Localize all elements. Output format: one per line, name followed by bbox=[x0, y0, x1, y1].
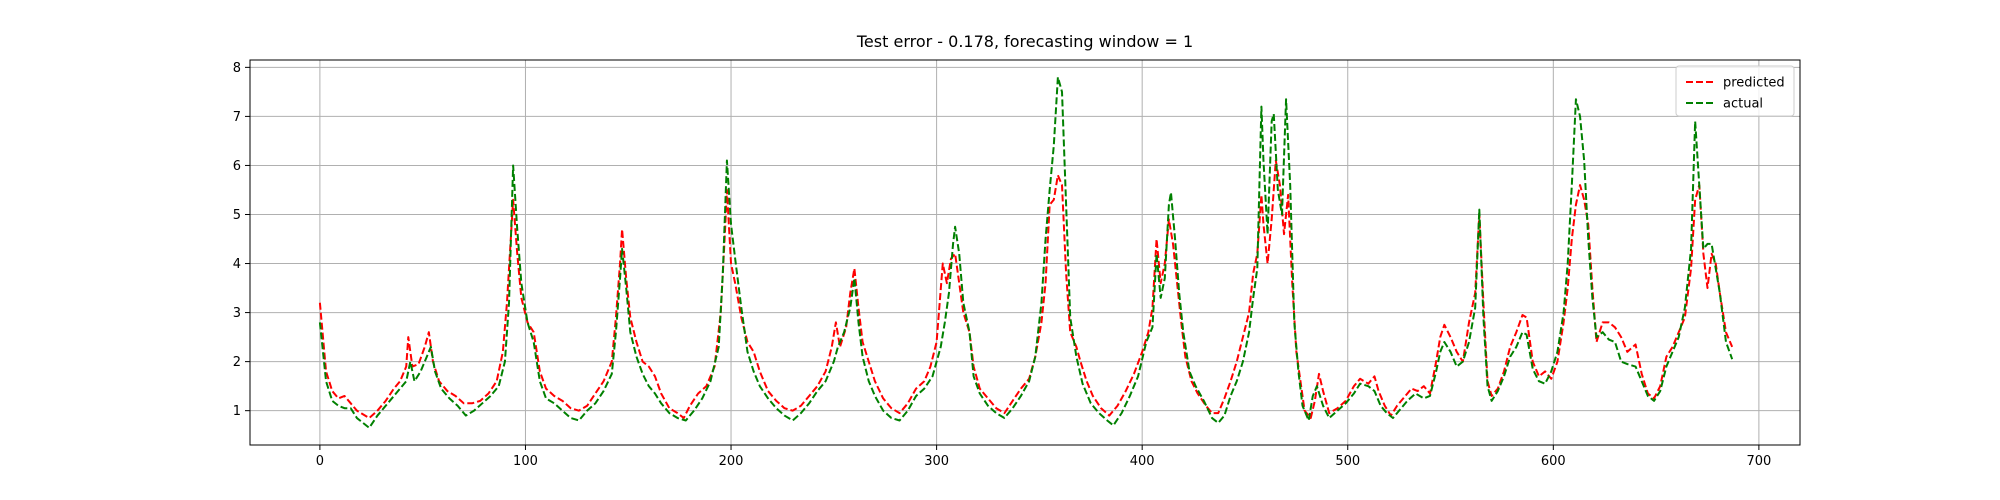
plot-frame bbox=[249, 59, 1801, 446]
x-tick-label: 100 bbox=[513, 454, 538, 469]
y-tick-label: 7 bbox=[233, 110, 241, 125]
y-tick-label: 4 bbox=[233, 257, 241, 272]
y-tick-label: 5 bbox=[233, 208, 241, 223]
x-tick-label: 500 bbox=[1335, 454, 1360, 469]
axis-ticks: 0 100 200 300 400 500 600 700 1 2 3 4 5 6 7 8 bbox=[233, 61, 1772, 469]
y-tick-label: 3 bbox=[233, 306, 241, 321]
chart-title: Test error - 0.178, forecasting window =… bbox=[856, 32, 1193, 51]
y-tick-label: 2 bbox=[233, 355, 241, 370]
legend-label-actual: actual bbox=[1723, 97, 1763, 112]
x-tick-label: 0 bbox=[316, 454, 324, 469]
legend: predicted actual bbox=[1675, 65, 1795, 117]
legend-label-predicted: predicted bbox=[1723, 76, 1785, 91]
x-tick-label: 200 bbox=[719, 454, 744, 469]
series-line-predicted bbox=[318, 159, 1734, 420]
x-tick-label: 600 bbox=[1541, 454, 1566, 469]
y-tick-label: 8 bbox=[233, 61, 241, 76]
y-tick-label: 6 bbox=[233, 159, 241, 174]
x-tick-label: 300 bbox=[924, 454, 949, 469]
x-tick-label: 400 bbox=[1130, 454, 1155, 469]
grid bbox=[250, 60, 1800, 445]
series-line-actual bbox=[318, 76, 1734, 429]
series-group bbox=[318, 76, 1734, 429]
legend-box bbox=[1675, 65, 1795, 117]
y-tick-label: 1 bbox=[233, 404, 241, 419]
x-tick-label: 700 bbox=[1746, 454, 1771, 469]
